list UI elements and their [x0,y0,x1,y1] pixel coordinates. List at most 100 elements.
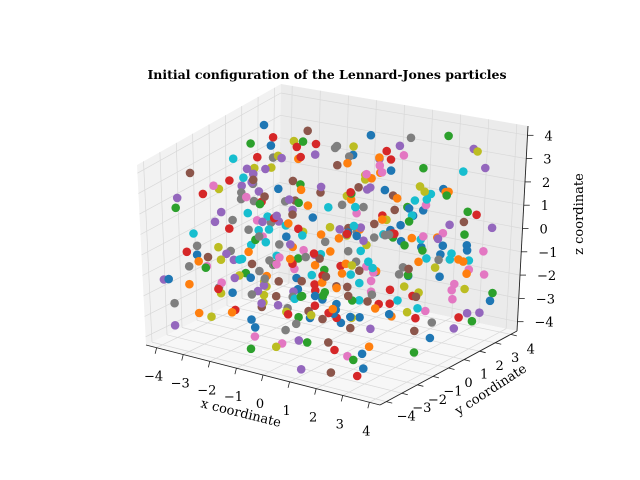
grid-line [271,87,275,284]
particle-point [292,142,302,152]
particle-point [247,290,257,299]
particle-point [194,257,203,266]
particle-point [296,185,306,195]
particle-point [419,163,428,173]
particle-point [248,169,258,179]
grid-line [280,137,526,183]
x-tick-mark [367,402,370,409]
y-tick-mark [448,367,455,370]
particle-point [362,169,371,179]
particle-point [481,163,490,173]
particle-point [227,308,237,317]
particle-point [284,195,294,204]
particle-point [332,283,341,293]
particle-point [448,294,457,304]
particle-point [320,288,330,297]
grid-line [137,92,282,174]
grid-line [280,92,528,136]
particle-point [386,166,396,175]
axis-lines [145,125,534,409]
x-tick-mark [234,368,237,375]
particle-point [210,217,220,227]
particle-point [272,260,281,269]
particle-point [366,276,376,286]
particle-point [189,229,198,238]
particle-point [274,277,284,286]
particle-point [320,237,330,247]
grid-line [478,119,490,324]
particle-point [418,246,427,255]
particle-point [343,282,352,292]
y-tick-label: −3 [412,401,431,416]
x-tick-label: 2 [309,411,317,426]
particle-point [184,262,194,271]
particle-point [214,284,223,294]
particle-point [435,272,444,282]
particle-point [459,167,468,176]
particle-point [346,312,355,322]
particle-point [393,296,402,305]
particle-point [182,247,192,257]
particle-point [406,133,416,143]
particle-point [298,137,308,146]
particle-point [404,217,414,226]
particle-point [333,160,342,170]
particle-point [337,200,347,210]
particle-point [248,175,258,185]
particle-point [325,222,335,232]
particle-point [475,308,484,318]
particle-point [170,321,180,330]
particle-point [414,257,423,267]
x-tick-mark [314,388,317,395]
particle-point [364,257,373,267]
particle-point [207,312,216,322]
x-tick-mark [181,354,184,361]
particle-point [324,338,333,347]
particle-point [254,232,264,241]
particle-point [192,241,202,251]
particle-point [399,282,409,291]
particle-point [355,313,364,322]
particle-point [425,333,435,343]
particle-point [378,215,387,224]
particle-point [404,264,413,274]
particle-point [203,252,213,262]
particle-point [334,234,344,243]
particle-point [370,219,379,229]
particle-point [296,292,306,302]
particle-point [459,217,469,227]
particle-point [217,278,226,288]
particle-point [410,326,419,336]
particle-point [255,199,265,209]
particle-point [343,291,353,301]
particle-point [395,141,405,151]
particle-point [242,192,251,202]
particle-point [454,313,463,322]
particle-point [352,231,362,241]
y-tick-label: 0 [464,376,472,391]
particle-point [400,241,409,250]
particle-point [463,207,473,217]
particle-point [299,245,308,255]
particle-point [298,231,307,240]
grid-line [369,328,507,403]
particle-point [349,142,358,151]
particle-point [445,255,455,264]
grid-line [138,114,281,194]
y-tick-mark [432,376,440,379]
particle-point [404,204,414,213]
particle-point [346,188,355,197]
particle-point [385,285,395,295]
particle-point [281,325,290,335]
particle-point [351,202,360,212]
particle-point [274,184,283,194]
particle-point [434,255,443,265]
particle-point [247,315,256,324]
particle-point [356,246,366,256]
grid-line [424,109,433,312]
particle-point [185,279,194,289]
particle-point [390,205,400,215]
particle-point [201,263,211,273]
particle-point [310,150,320,159]
particle-point [258,217,267,227]
